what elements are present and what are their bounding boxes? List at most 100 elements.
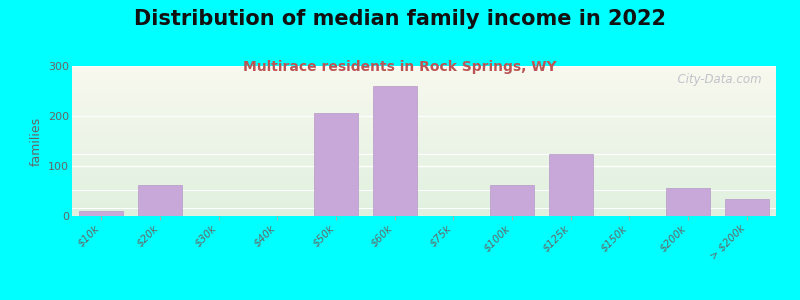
Bar <box>72 120 776 122</box>
Bar <box>72 168 776 170</box>
Bar <box>72 202 776 204</box>
Bar <box>72 98 776 99</box>
Bar <box>72 92 776 93</box>
Bar <box>72 94 776 96</box>
Bar <box>72 186 776 188</box>
Bar <box>72 76 776 78</box>
Bar <box>72 184 776 186</box>
Bar <box>72 105 776 106</box>
Bar <box>72 112 776 114</box>
Bar <box>72 134 776 135</box>
Bar <box>72 68 776 69</box>
Bar <box>72 96 776 98</box>
Bar <box>72 128 776 129</box>
Bar <box>72 70 776 72</box>
Bar <box>72 160 776 162</box>
Bar <box>72 124 776 126</box>
Bar <box>72 72 776 74</box>
Bar <box>72 141 776 142</box>
Bar <box>72 144 776 146</box>
Bar <box>72 136 776 138</box>
Bar <box>72 106 776 108</box>
Bar <box>72 87 776 88</box>
Bar <box>72 132 776 134</box>
Bar <box>72 110 776 111</box>
Bar <box>72 84 776 86</box>
Bar <box>72 78 776 80</box>
Bar <box>72 154 776 156</box>
Bar <box>72 66 776 68</box>
Bar <box>72 159 776 160</box>
Bar <box>72 201 776 202</box>
Y-axis label: families: families <box>30 116 42 166</box>
Bar <box>725 199 769 216</box>
Bar <box>72 192 776 194</box>
Bar <box>72 174 776 176</box>
Bar <box>72 100 776 102</box>
Bar <box>72 147 776 148</box>
Bar <box>666 188 710 216</box>
Bar <box>72 114 776 116</box>
Bar <box>72 153 776 154</box>
Bar <box>72 135 776 136</box>
Bar <box>72 85 776 87</box>
Bar <box>72 103 776 105</box>
Bar <box>72 171 776 172</box>
Bar <box>72 213 776 214</box>
Bar <box>549 154 593 216</box>
Bar <box>72 169 776 171</box>
Bar <box>72 194 776 195</box>
Bar <box>72 208 776 210</box>
Bar <box>72 214 776 216</box>
Bar <box>72 180 776 182</box>
Bar <box>72 69 776 70</box>
Bar <box>72 90 776 92</box>
Bar <box>72 164 776 165</box>
Bar <box>72 150 776 152</box>
Bar <box>72 142 776 144</box>
Bar <box>314 112 358 216</box>
Bar <box>72 81 776 82</box>
Bar <box>72 198 776 200</box>
Bar <box>72 172 776 174</box>
Bar <box>72 162 776 164</box>
Bar <box>72 138 776 140</box>
Bar <box>138 185 182 216</box>
Bar <box>72 177 776 178</box>
Bar <box>72 146 776 147</box>
Bar <box>72 212 776 213</box>
Bar <box>72 152 776 153</box>
Bar <box>72 108 776 110</box>
Bar <box>72 75 776 76</box>
Bar <box>72 93 776 94</box>
Bar <box>72 189 776 190</box>
Bar <box>72 148 776 150</box>
Bar <box>72 82 776 84</box>
Bar <box>72 176 776 177</box>
Bar <box>72 117 776 118</box>
Bar <box>72 178 776 180</box>
Bar <box>72 190 776 192</box>
Bar <box>72 165 776 166</box>
Bar <box>72 204 776 206</box>
Text: City-Data.com: City-Data.com <box>670 74 762 86</box>
Bar <box>72 195 776 196</box>
Bar <box>72 99 776 100</box>
Bar <box>72 116 776 117</box>
Text: Distribution of median family income in 2022: Distribution of median family income in … <box>134 9 666 29</box>
Bar <box>72 156 776 158</box>
Bar <box>72 158 776 159</box>
Bar <box>72 88 776 90</box>
Bar <box>72 122 776 123</box>
Bar <box>79 211 123 216</box>
Bar <box>72 188 776 189</box>
Bar <box>72 102 776 104</box>
Bar <box>72 130 776 132</box>
Bar <box>72 126 776 128</box>
Bar <box>72 200 776 201</box>
Bar <box>72 140 776 141</box>
Bar <box>72 210 776 212</box>
Bar <box>72 123 776 124</box>
Bar <box>72 206 776 207</box>
Bar <box>72 74 776 75</box>
